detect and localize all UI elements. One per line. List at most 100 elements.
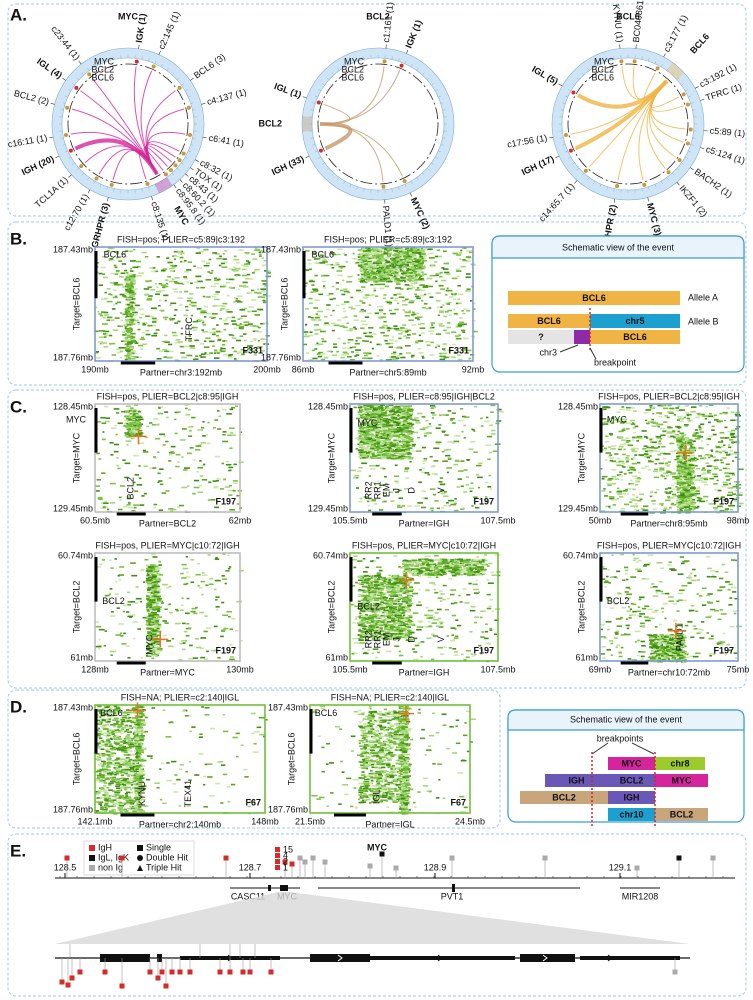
circos-tick [572,83,575,86]
heatmap-cell [385,408,392,410]
heatmap-cell [160,284,167,286]
heatmap-cell [655,458,660,461]
heatmap-cell [398,261,402,264]
circos-dot [94,176,99,181]
circos-tick [72,83,75,86]
heatmap-cell [362,260,369,262]
heatmap-cell [412,248,416,250]
heatmap-cell [114,266,118,269]
heatmap-cell [265,275,271,278]
heatmap-cell [130,350,136,352]
heatmap-cell [137,274,142,277]
partner-label: Partner=chr3:192mb [140,367,222,377]
heatmap-cell [415,341,419,344]
heatmap-cell [260,288,267,290]
circos-dot [63,132,68,137]
heatmap-cell [394,277,397,280]
heatmap-cell [731,441,735,444]
heatmap-cell [609,491,612,493]
heatmap-cell [730,411,735,414]
heatmap-cell [396,283,401,286]
heatmap-cell [402,430,409,432]
heatmap-cell [112,342,116,345]
heatmap-cell [634,508,638,511]
heatmap-cell [132,288,138,290]
heatmap-cell [200,286,205,289]
circos-tick [68,156,71,159]
heatmap-cell [259,249,265,252]
heatmap-cell [212,252,218,254]
heatmap-cell [363,447,369,449]
heatmap-cell [460,249,463,252]
heatmap-cell [438,481,443,483]
heatmap-cell [372,437,376,440]
heatmap-cell [178,504,185,507]
heatmap-cell [381,271,385,274]
heatmap-cell [133,504,140,506]
heatmap-cell [98,336,105,339]
heatmap-cell [380,316,387,319]
partner-label: Partner=BCL2 [139,518,196,528]
heatmap-cell [341,316,346,319]
heatmap-cell [245,260,250,262]
circos-dot [68,148,73,153]
circos-label: GRHPR (3) [89,202,111,249]
heatmap-cell [322,260,325,263]
heatmap-cell [729,449,733,452]
heatmap-cell [451,293,454,295]
heatmap-cell [407,451,411,454]
circos-tick [113,56,115,60]
heatmap-cell [144,293,150,295]
heatmap-cell [634,454,638,456]
heatmap-cell [361,462,368,465]
heatmap-cell [159,289,165,292]
circos-tick [576,167,580,171]
label-leader [558,83,563,87]
heatmap-cell [667,495,671,498]
heatmap-cell [456,254,462,256]
label-leader [68,174,72,178]
heatmap-cell [110,293,113,296]
heatmap-cell [337,274,343,277]
heatmap-cell [673,414,677,416]
heatmap-cell [671,478,677,481]
heatmap-cell [444,434,449,436]
heatmap-cell [447,349,452,352]
heatmap-cell [163,435,167,437]
heatmap-cell [377,271,381,274]
heatmap-cell [459,321,464,324]
heatmap-cell [354,474,360,477]
heatmap-cell [463,337,469,340]
heatmap-cell [369,335,374,338]
heatmap-cell [393,269,399,272]
circos-label: IGH (33) [270,154,306,178]
heatmap-cell [145,333,151,336]
heatmap-cell [335,253,341,256]
heatmap-cell [485,444,492,446]
heatmap-title: FISH=pos, PLIER=BCL2|c8:95|IGH [97,391,239,401]
heatmap-cell [462,259,468,262]
heatmap-cell [248,306,254,308]
heatmap-cell [124,311,128,313]
heatmap-cell [125,271,129,274]
heatmap-cell [694,495,698,497]
heatmap-cell [126,340,130,343]
heatmap-cell [174,359,179,361]
heatmap-cell [421,446,426,449]
circos-tick [676,77,680,81]
heatmap-cell [205,434,209,436]
heatmap-cell [356,337,362,339]
heatmap-cell [307,259,312,261]
heatmap-cell [126,357,131,360]
heatmap-cell [726,479,731,481]
heatmap-cell [406,505,413,507]
heatmap-cell [263,285,267,287]
heatmap-cell [443,504,448,507]
heatmap-cell [708,456,711,459]
heatmap-cell [669,442,675,445]
heatmap-cell [203,340,207,343]
heatmap-frame [94,246,268,362]
heatmap-cell [666,474,670,477]
heatmap-cell [696,467,701,470]
heatmap-cell [134,474,140,476]
